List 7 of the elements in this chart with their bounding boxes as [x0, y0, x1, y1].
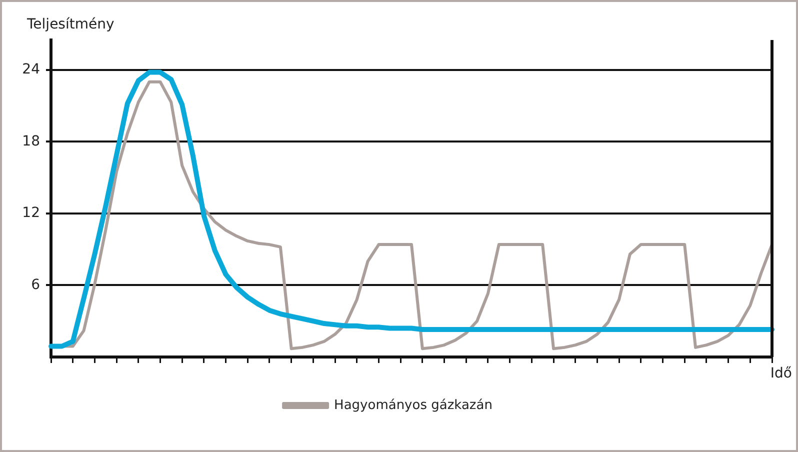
y-tick-label: 12: [22, 205, 40, 222]
y-axis-title: Teljesítmény: [26, 16, 114, 33]
legend-label: Hagyományos gázkazán: [334, 398, 492, 413]
y-tick-label: 18: [22, 133, 40, 150]
y-tick-label: 6: [31, 276, 40, 293]
x-axis-title: Idő: [770, 366, 792, 382]
y-tick-label: 24: [22, 62, 40, 78]
